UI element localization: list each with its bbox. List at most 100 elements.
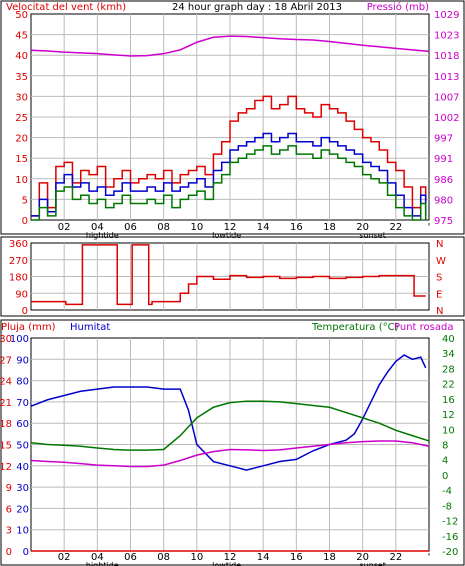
rain-tick-label: 0 <box>6 547 12 558</box>
temperature-tick-label: 4 <box>442 456 448 467</box>
wind-series-blue <box>31 132 427 217</box>
hour-tick-label: 20 <box>356 552 369 563</box>
wind-speed-tick-label: 5 <box>22 195 28 206</box>
pressure-tick-label: 1029 <box>434 10 459 21</box>
panel-frame-0 <box>0 0 465 235</box>
direction-degrees-tick-label: 90 <box>15 289 28 300</box>
hour-tick-label: 10 <box>190 552 203 563</box>
humidity-tick-label: 40 <box>16 462 29 473</box>
wind-speed-tick-label: 50 <box>15 10 28 21</box>
temperature-title: Temperatura (°C) <box>311 322 399 333</box>
pressure-tick-label: 986 <box>434 175 453 186</box>
hour-tick-label: 04 <box>91 222 104 233</box>
rain-tick-label: 27 <box>0 355 12 366</box>
temperature-tick-label: 22 <box>442 380 455 391</box>
dewpoint-title: Punt rosada <box>394 322 453 333</box>
marker-sunset: sunset <box>359 231 386 240</box>
rain-title: Pluja (mm) <box>1 322 56 333</box>
temperature-tick-label: 16 <box>442 395 455 406</box>
humidity-title: Humitat <box>70 322 110 333</box>
direction-degrees-tick-label: 0 <box>22 306 28 317</box>
rain-tick-label: 9 <box>6 483 12 494</box>
temperature-tick-label: -8 <box>442 501 452 512</box>
rain-panel-series-green <box>30 400 430 451</box>
temperature-tick-label: 0 <box>442 471 448 482</box>
hour-tick-label: 14 <box>257 222 270 233</box>
humidity-tick-label: 60 <box>16 419 29 430</box>
hour-tick-label: 14 <box>257 552 270 563</box>
wind-speed-tick-label: 35 <box>15 72 28 83</box>
wind-speed-tick-label: 45 <box>15 31 28 42</box>
hour-tick-label: 12 <box>224 552 237 563</box>
temperature-tick-label: -4 <box>442 486 452 497</box>
marker-sunset: sunset <box>359 561 386 566</box>
humidity-tick-label: 70 <box>16 398 29 409</box>
humidity-tick-label: 0 <box>23 547 29 558</box>
direction-degrees-tick-label: 180 <box>9 273 28 284</box>
direction-compass-tick-label: N <box>436 239 443 250</box>
direction-compass-tick-label: E <box>436 289 442 300</box>
wind-speed-tick-label: 20 <box>15 134 28 145</box>
temperature-tick-label: 28 <box>442 364 455 375</box>
hour-tick-label: 02 <box>58 552 71 563</box>
pressure-tick-label: 1018 <box>434 51 459 62</box>
hour-tick-label: ' <box>428 552 431 563</box>
rain-tick-label: 12 <box>0 462 12 473</box>
humidity-tick-label: 90 <box>16 355 29 366</box>
hour-tick-label: 16 <box>290 552 303 563</box>
hour-tick-label: 04 <box>91 552 104 563</box>
pressure-tick-label: 1007 <box>434 92 459 103</box>
pressure-tick-label: 975 <box>434 216 453 227</box>
wind-speed-tick-label: 15 <box>15 154 28 165</box>
humidity-tick-label: 100 <box>10 334 29 345</box>
hour-tick-label: 08 <box>157 222 170 233</box>
hour-tick-label: 20 <box>356 222 369 233</box>
temperature-tick-label: 40 <box>442 334 455 345</box>
rain-tick-label: 18 <box>0 419 12 430</box>
humidity-tick-label: 30 <box>16 483 29 494</box>
marker-lowtide: lowtide <box>212 231 241 240</box>
pressure-tick-label: 1013 <box>434 72 459 83</box>
temperature-tick-label: 8 <box>442 441 448 452</box>
chart-title: 24 hour graph day : 18 Abril 2013 <box>172 2 342 13</box>
humidity-tick-label: 80 <box>16 377 29 388</box>
temperature-tick-label: -20 <box>442 547 458 558</box>
wind-speed-tick-label: 25 <box>15 113 28 124</box>
temperature-tick-label: 34 <box>442 349 455 360</box>
pressure-tick-label: 991 <box>434 154 453 165</box>
hour-tick-label: 06 <box>124 222 137 233</box>
wind-series-red <box>31 95 427 217</box>
rain-tick-label: 21 <box>0 398 12 409</box>
humidity-tick-label: 10 <box>16 526 29 537</box>
temperature-tick-label: -16 <box>442 532 458 543</box>
rain-panel-series-magenta <box>30 440 430 468</box>
hour-tick-label: 18 <box>323 552 336 563</box>
wind-speed-tick-label: 10 <box>15 175 28 186</box>
wind-series-green <box>31 145 427 221</box>
direction-compass-tick-label: S <box>436 273 442 284</box>
rain-tick-label: 3 <box>6 526 12 537</box>
hour-tick-label: 12 <box>224 222 237 233</box>
temperature-tick-label: -12 <box>442 517 458 528</box>
wind-speed-tick-label: 0 <box>22 216 28 227</box>
direction-compass-tick-label: W <box>436 256 446 267</box>
rain-tick-label: 24 <box>0 377 12 388</box>
hour-tick-label: 18 <box>323 222 336 233</box>
wind-speed-title: Velocitat del vent (kmh) <box>6 2 126 13</box>
marker-hightide: hightide <box>86 231 119 240</box>
marker-hightide: hightide <box>86 561 119 566</box>
temperature-tick-label: 10 <box>442 425 455 436</box>
humidity-tick-label: 20 <box>16 504 29 515</box>
wind-speed-tick-label: 40 <box>15 51 28 62</box>
direction-degrees-tick-label: 270 <box>9 256 28 267</box>
pressure-tick-label: 997 <box>434 134 453 145</box>
pressure-tick-label: 1023 <box>434 31 459 42</box>
direction-series <box>31 244 426 306</box>
hour-tick-label: 08 <box>157 552 170 563</box>
rain-tick-label: 6 <box>6 504 12 515</box>
panel-frame-1 <box>0 236 465 317</box>
panel-frame-2 <box>0 319 465 566</box>
rain-panel-series-blue <box>30 354 427 471</box>
